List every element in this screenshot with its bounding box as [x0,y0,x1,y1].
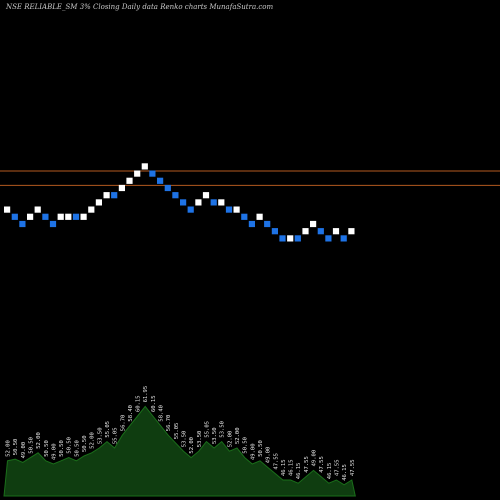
renko-brick-up [65,213,72,220]
price-label: 60.15 [151,395,157,412]
renko-brick-down [264,220,271,228]
chart-title: NSE RELIABLE_SM 3% Closing Daily data Re… [6,3,274,11]
price-label: 52.00 [36,432,42,449]
price-label: 55.05 [174,423,180,440]
price-label: 50.50 [258,440,264,457]
renko-brick-up [34,206,41,213]
price-label: 53.50 [197,431,203,448]
price-label: 61.95 [143,386,149,403]
price-label: 47.55 [273,453,279,470]
reference-lines [0,170,500,186]
renko-brick-up [88,206,95,213]
renko-brick-down [180,199,187,206]
renko-brick-up [348,228,355,235]
renko-brick-down [210,199,217,206]
price-label: 50.50 [243,437,249,454]
renko-brick-down [111,192,118,199]
renko-brick-down [49,220,57,228]
price-label: 49.00 [21,442,27,459]
price-label: 49.00 [51,443,57,460]
price-label: 46.15 [281,459,287,476]
renko-brick-up [118,184,125,192]
price-label: 55.05 [113,427,119,444]
price-label: 46.15 [342,464,348,481]
price-label: 50.50 [13,439,19,456]
volume-fill [3,405,356,497]
renko-brick-up [256,213,263,220]
renko-brick-up [126,177,133,184]
renko-brick-down [294,235,301,242]
renko-brick-up [57,213,64,220]
renko-brick-up [302,228,309,235]
renko-brick-up [103,192,110,199]
price-label: 47.55 [304,456,310,473]
price-label: 58.40 [128,405,134,422]
renko-brick-up [287,235,294,242]
renko-brick-up [141,163,148,170]
renko-brick-up [218,199,225,206]
renko-brick-up [202,192,210,199]
renko-brick-up [332,228,340,235]
volume-area [3,405,356,497]
price-label: 53.50 [182,431,188,448]
price-label: 47.55 [350,459,356,476]
price-label: 49.00 [250,443,256,460]
price-label: 50.50 [44,440,50,457]
price-label: 55.05 [105,421,111,438]
price-label: 56.70 [120,415,126,432]
renko-brick-up [4,206,11,213]
price-label: 50.50 [74,440,80,457]
renko-brick-down [72,213,80,220]
renko-brick-up [195,199,202,206]
price-label: 52.00 [90,432,96,449]
price-label: 60.15 [136,395,142,412]
renko-brick-down [157,177,164,184]
renko-brick-down [317,228,324,235]
price-label: 53.50 [97,427,103,444]
renko-brick-up [233,206,240,213]
price-label: 50.50 [29,437,35,454]
price-label: 50.50 [67,437,73,454]
renko-brick-up [95,199,102,206]
renko-brick-up [134,170,141,177]
price-label: 50.50 [82,435,88,452]
renko-brick-up [27,213,34,220]
renko-brick-down [164,184,171,192]
renko-brick-down [340,235,347,242]
renko-brick-down [225,206,233,213]
renko-brick-down [19,220,26,228]
price-label: 52.00 [227,431,233,448]
price-label: 47.55 [334,459,340,476]
price-label: 46.15 [327,463,333,480]
price-label: 47.55 [319,456,325,473]
renko-brick-down [248,220,255,228]
renko-brick-down [11,213,18,220]
renko-brick-down [325,235,332,242]
renko-brick-down [271,228,278,235]
price-label: 50.50 [59,440,65,457]
renko-brick-down [149,170,156,177]
price-label: 49.00 [266,447,272,464]
price-label: 53.50 [220,421,226,438]
price-label: 55.05 [204,421,210,438]
renko-brick-down [172,192,179,199]
price-label: 52.00 [6,440,12,457]
price-label: 52.00 [189,437,195,454]
price-label: 56.70 [166,415,172,432]
renko-bricks [4,163,355,242]
renko-brick-down [187,206,194,213]
price-label: 53.50 [212,427,218,444]
price-label: 46.15 [296,463,302,480]
renko-brick-down [42,213,49,220]
price-label: 46.15 [289,459,295,476]
price-labels: 52.00 50.50 49.00 50.50 52.00 50.50 49.00 50.50… [6,386,356,481]
renko-brick-down [279,235,286,242]
price-label: 58.40 [159,405,165,422]
renko-brick-up [310,220,317,228]
price-label: 49.00 [312,450,318,467]
price-label: 52.00 [235,427,241,444]
renko-brick-up [80,213,87,220]
renko-brick-down [241,213,248,220]
